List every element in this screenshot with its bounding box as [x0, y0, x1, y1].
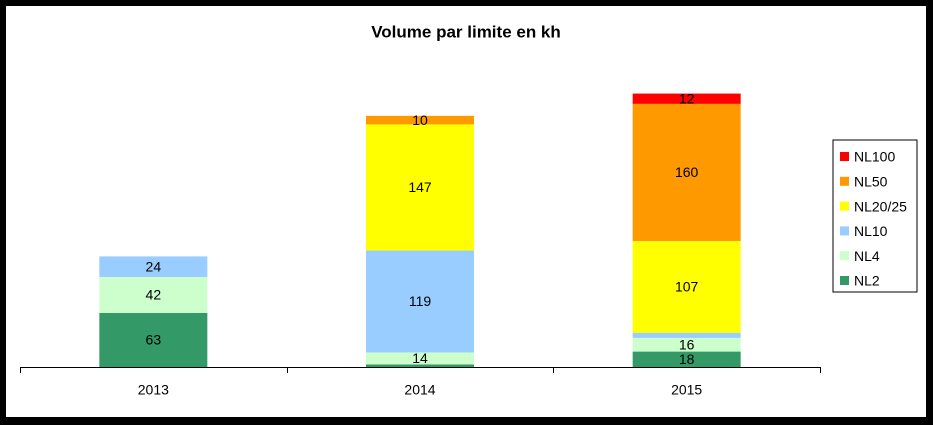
legend-label: NL100	[854, 149, 895, 165]
data-label: 160	[675, 164, 699, 180]
data-label: 42	[146, 287, 162, 303]
legend-label: NL50	[854, 174, 888, 190]
legend	[832, 139, 918, 293]
bar-segment	[632, 241, 741, 333]
x-tick-label: 2013	[138, 382, 169, 398]
legend-label: NL20/25	[854, 198, 907, 214]
data-label: 10	[412, 112, 428, 128]
bar-segment	[366, 352, 474, 365]
data-label: 107	[675, 279, 699, 295]
data-label: 16	[679, 336, 695, 352]
bar-segment	[632, 93, 741, 104]
bar-segment	[99, 313, 208, 367]
legend-swatch	[840, 176, 849, 186]
bar-segment	[366, 124, 474, 251]
legend-swatch	[840, 251, 849, 261]
legend-label: NL2	[854, 273, 880, 289]
data-label: 18	[679, 351, 695, 367]
bar-segment	[632, 337, 741, 352]
legend-swatch	[840, 201, 849, 211]
data-label: 12	[679, 90, 695, 106]
bar-segment	[99, 277, 208, 313]
x-tick-label: 2015	[671, 382, 702, 398]
legend-swatch	[840, 226, 849, 236]
chart-title: Volume par limite en kh	[371, 22, 561, 41]
bar-segment	[366, 250, 474, 353]
data-label: 14	[412, 350, 428, 366]
bar-segment	[366, 364, 474, 367]
bar-segment	[632, 351, 741, 367]
bar-segment	[366, 115, 474, 125]
legend-swatch	[840, 276, 849, 285]
bar-segment	[632, 332, 741, 338]
legend-label: NL10	[854, 223, 888, 239]
data-label: 63	[146, 332, 162, 348]
bar-segment	[99, 256, 208, 277]
bar-segment	[632, 103, 741, 241]
legend-label: NL4	[854, 248, 880, 264]
data-label: 119	[409, 293, 432, 309]
x-tick-label: 2014	[404, 382, 435, 398]
legend-swatch	[840, 152, 849, 161]
data-label: 24	[146, 258, 162, 274]
data-label: 147	[408, 179, 432, 195]
